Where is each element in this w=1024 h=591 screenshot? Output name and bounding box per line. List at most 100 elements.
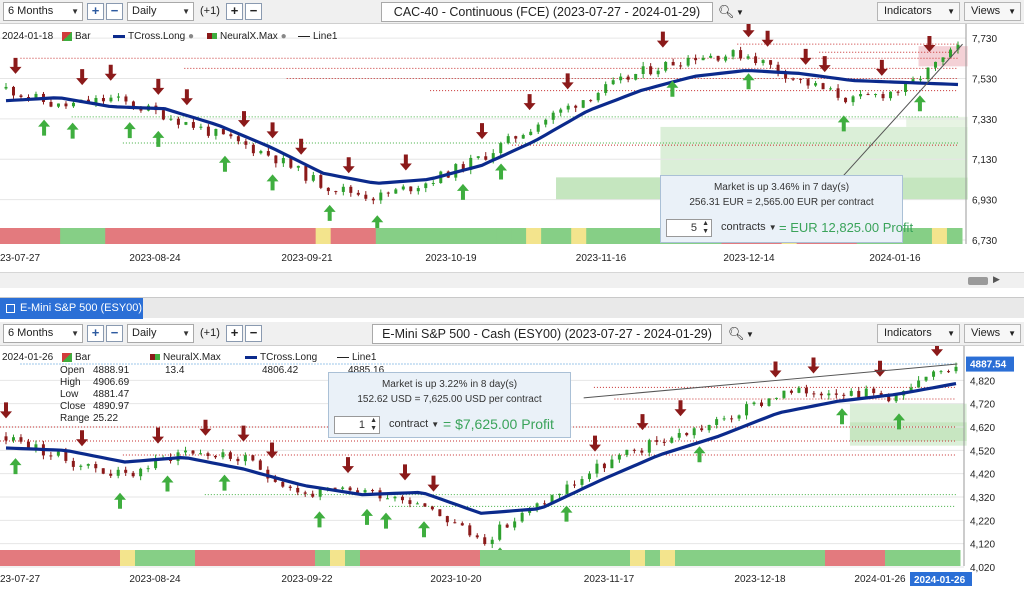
bar-swatch-icon xyxy=(62,352,72,362)
views-button[interactable]: Views ▼ xyxy=(964,2,1021,21)
signal-cell xyxy=(481,228,497,244)
candle-body xyxy=(896,91,900,93)
zoom-out-button[interactable]: − xyxy=(106,325,123,342)
candle-body xyxy=(806,79,810,86)
chevron-down-icon: ▼ xyxy=(1008,7,1016,16)
candle-body xyxy=(19,95,23,98)
candle-body xyxy=(71,102,75,107)
range-select[interactable]: 6 Months ▼ xyxy=(3,2,83,21)
sell-arrow-icon xyxy=(589,435,601,452)
search-icon[interactable]: 🔍︎ xyxy=(718,4,735,19)
ohlc-value: 4890.97 xyxy=(93,401,130,412)
arrow-swatch-icon xyxy=(150,354,160,361)
dot-icon: ● xyxy=(188,31,195,42)
buy-arrow-icon xyxy=(693,446,706,463)
line1-value: 4885.16 xyxy=(348,365,385,376)
candle-body xyxy=(596,92,600,101)
tab-esy00[interactable]: E-Mini S&P 500 (ESY00) xyxy=(0,298,143,319)
x-tick-label: 2023-08-24 xyxy=(129,253,181,264)
zoom-in-button[interactable]: + xyxy=(87,325,104,342)
candle-body xyxy=(874,94,878,96)
candle-body xyxy=(56,103,60,107)
candle-body xyxy=(829,88,833,90)
candle-body xyxy=(737,415,741,419)
candle-body xyxy=(101,98,105,102)
stepper-arrows-icon[interactable]: ▲ ▼ xyxy=(702,220,709,235)
candle-body xyxy=(602,463,606,469)
scroll-thumb[interactable] xyxy=(968,277,988,285)
buy-arrow-icon xyxy=(323,204,336,221)
candle-body xyxy=(26,97,30,99)
candle-body xyxy=(34,93,38,99)
buy-arrow-icon xyxy=(152,130,165,147)
ohlc-readout: Open 4888.91 High 4906.69 Low 4881.47 Close 489… xyxy=(60,365,140,435)
chevron-down-icon: ▼ xyxy=(71,329,79,338)
signal-cell xyxy=(555,550,571,566)
remove-button[interactable]: − xyxy=(245,325,262,342)
signal-cell xyxy=(495,550,511,566)
buy-arrow-icon xyxy=(380,512,392,529)
horizontal-scrollbar[interactable]: ▶ xyxy=(0,272,1024,288)
chevron-down-icon[interactable]: ▼ xyxy=(746,330,754,339)
interval-select[interactable]: Daily ▼ xyxy=(127,2,194,21)
candle-body xyxy=(941,57,945,62)
signal-cell xyxy=(465,228,482,244)
candle-body xyxy=(709,55,713,58)
zoom-out-button[interactable]: − xyxy=(106,3,123,20)
candle-body xyxy=(319,175,323,188)
indicators-button[interactable]: Indicators ▼ xyxy=(877,2,960,21)
candle-body xyxy=(64,451,68,461)
signal-cell xyxy=(765,550,781,566)
signal-cell xyxy=(30,550,46,566)
remove-button[interactable]: − xyxy=(245,3,262,20)
candle-body xyxy=(228,452,232,459)
chevron-down-icon: ▼ xyxy=(1008,329,1016,338)
y-tick-label: 7,730 xyxy=(972,34,997,45)
candle-body xyxy=(154,458,158,469)
candle-body xyxy=(251,455,255,461)
signal-cell xyxy=(870,550,886,566)
cac40-chart-svg[interactable]: 6,730 6,930 7,130 7,330 7,530 7,730 23-07-27 20… xyxy=(0,24,1024,272)
candle-body xyxy=(662,441,666,443)
candle-body xyxy=(617,454,621,460)
candle-body xyxy=(318,488,322,497)
add-button[interactable]: + xyxy=(226,325,243,342)
unit-select[interactable]: contract ▼ xyxy=(389,418,440,430)
signal-cell xyxy=(135,228,151,244)
signal-cell xyxy=(180,228,196,244)
sell-arrow-icon xyxy=(818,56,831,73)
offset-label: (+1) xyxy=(200,327,220,339)
views-button[interactable]: Views ▼ xyxy=(964,324,1021,343)
search-icon[interactable]: 🔍︎ xyxy=(728,326,745,341)
signal-cell xyxy=(675,550,691,566)
market-summary: Market is up 3.22% in 8 day(s) xyxy=(381,379,518,390)
x-tick-label: 2023-09-21 xyxy=(281,253,333,264)
scroll-right-icon[interactable]: ▶ xyxy=(993,274,1000,284)
indicators-button[interactable]: Indicators ▼ xyxy=(877,324,960,343)
signal-cell xyxy=(570,550,586,566)
add-button[interactable]: + xyxy=(226,3,243,20)
chevron-down-icon: ▼ xyxy=(182,7,190,16)
stepper-arrows-icon[interactable]: ▲ ▼ xyxy=(370,417,377,432)
contracts-stepper[interactable]: 5 ▲ ▼ xyxy=(666,219,712,237)
buy-arrow-icon xyxy=(266,174,279,191)
symbol-title[interactable]: CAC-40 - Continuous (FCE) (2023-07-27 - … xyxy=(381,2,713,22)
candle-body xyxy=(879,393,883,396)
chevron-down-icon[interactable]: ▼ xyxy=(736,8,744,17)
candle-body xyxy=(49,101,53,107)
zoom-in-button[interactable]: + xyxy=(87,3,104,20)
candle-body xyxy=(700,428,704,431)
sell-arrow-icon xyxy=(807,357,820,374)
symbol-title[interactable]: E-Mini S&P 500 - Cash (ESY00) (2023-07-2… xyxy=(372,324,722,344)
signal-cell xyxy=(900,550,916,566)
range-select[interactable]: 6 Months ▼ xyxy=(3,324,83,343)
contracts-stepper[interactable]: 1 ▲ ▼ xyxy=(334,416,380,434)
unit-select[interactable]: contracts ▼ xyxy=(721,221,777,233)
sell-arrow-icon xyxy=(238,111,250,128)
cac40-chart[interactable]: 6,730 6,930 7,130 7,330 7,530 7,730 23-07-27 20… xyxy=(0,24,1024,272)
signal-cell xyxy=(750,550,766,566)
interval-select[interactable]: Daily ▼ xyxy=(127,324,194,343)
neuralx-value: 13.4 xyxy=(165,365,185,376)
candle-body xyxy=(274,155,278,164)
candle-body xyxy=(296,487,300,493)
